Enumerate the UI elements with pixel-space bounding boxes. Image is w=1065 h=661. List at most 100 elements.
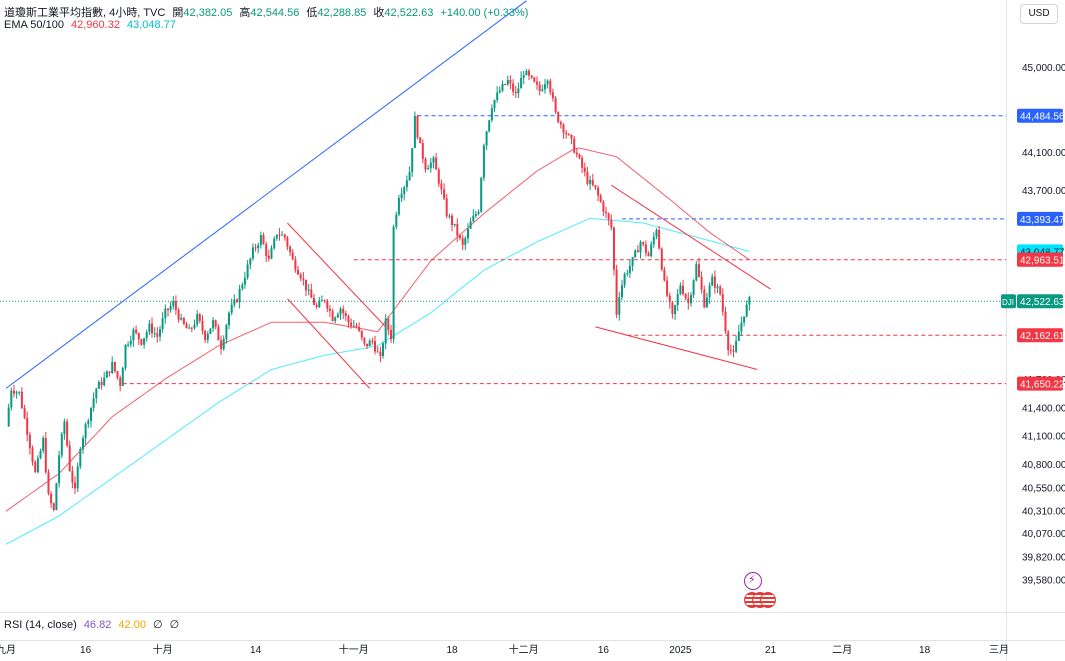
candle-body [108, 371, 111, 373]
trendline-falling-channel-lower[interactable] [287, 298, 371, 389]
candle-body [36, 458, 39, 472]
candle-body [34, 461, 37, 472]
candle-body [358, 327, 361, 331]
candle-body [743, 316, 746, 323]
candle-body [618, 297, 621, 315]
candle-body [132, 329, 135, 341]
candle-body [679, 285, 682, 294]
low-value: 42,288.85 [317, 7, 367, 19]
candle-body [528, 70, 530, 76]
currency-button[interactable]: USD [1020, 4, 1058, 24]
level-tag-bg [1017, 108, 1063, 123]
candle-body [610, 219, 613, 228]
horizontal-levels [0, 115, 1006, 385]
time-tick-label: 14 [250, 645, 262, 656]
price-tag-bg [1017, 252, 1063, 267]
lightning-icon[interactable] [744, 572, 762, 590]
candle-body [92, 398, 95, 408]
candle-body [594, 185, 597, 188]
candle-body [79, 449, 82, 467]
candle-body [591, 179, 594, 186]
candle-body [727, 331, 730, 350]
symbol-tag-bg [1001, 294, 1016, 309]
candle-body [382, 343, 384, 356]
time-tick-label: 十一月 [339, 643, 369, 656]
flag-icon [760, 592, 776, 608]
candle-body [647, 253, 650, 257]
candle-body [320, 300, 323, 302]
candle-body [448, 215, 451, 217]
trendline-wedge-upper[interactable] [611, 184, 771, 290]
ema-label[interactable]: EMA 50/100 [4, 19, 64, 31]
trendlines[interactable] [5, 0, 771, 389]
trendline-wedge-lower[interactable] [595, 326, 758, 370]
candle-body [105, 371, 108, 378]
candle-body [737, 331, 740, 341]
candle-body [597, 187, 600, 196]
close-label: 收 [373, 7, 385, 19]
candle-body [7, 407, 10, 427]
candle-body [90, 407, 92, 421]
trendline-ascending-support[interactable] [5, 0, 527, 389]
price-tick-label: 44,100.00 [1022, 148, 1065, 159]
candle-body [496, 92, 499, 100]
candle-body [119, 377, 122, 386]
candle-body [586, 171, 589, 184]
symbol-tag: DJI [1002, 298, 1014, 307]
level-tag-bg [1017, 328, 1063, 343]
candle-body [660, 248, 663, 270]
candle-body [326, 300, 329, 309]
candle-body [464, 238, 467, 245]
candle-body [567, 134, 570, 136]
price-tag: 42,963.51 [1020, 256, 1065, 267]
candle-body [384, 318, 387, 344]
candle-body [490, 108, 493, 121]
price-axis[interactable]: 45,000.0044,100.0043,700.0041,700.0041,4… [1022, 63, 1065, 586]
candle-body [251, 247, 254, 259]
candle-body [668, 295, 671, 303]
candle-body [323, 300, 326, 302]
candle-body [190, 327, 193, 329]
candle-body [642, 242, 645, 245]
candle-body [182, 318, 185, 324]
candle-body [137, 333, 140, 340]
candle-body [156, 333, 159, 337]
candle-body [68, 445, 71, 471]
candle-body [315, 304, 318, 307]
candle-body [525, 70, 528, 76]
time-tick-label: 18 [446, 645, 458, 656]
candle-body [488, 120, 491, 132]
candle-body [161, 318, 164, 330]
candle-body [23, 408, 26, 418]
candle-body [262, 235, 265, 245]
flag-events-icon[interactable] [744, 592, 776, 608]
candle-body [419, 137, 422, 144]
candle-body [193, 324, 196, 328]
trendline-falling-channel-upper[interactable] [287, 222, 387, 328]
candle-body [18, 391, 21, 393]
price-tick-label: 39,580.00 [1022, 575, 1065, 586]
candle-body [700, 276, 703, 290]
candle-body [482, 145, 485, 178]
candle-body [581, 157, 584, 168]
candle-body [148, 323, 151, 333]
candle-body [674, 305, 677, 314]
candle-body [607, 213, 610, 220]
time-axis[interactable]: 九月 16 十月 14 十一月 18 十二月 16 2025 21 二月 18 三月 [0, 643, 1009, 656]
candle-body [342, 308, 345, 314]
candle-body [541, 89, 544, 91]
level-tag: 42,162.61 [1020, 331, 1065, 342]
candle-body [355, 325, 358, 327]
candle-body [549, 80, 552, 93]
candle-body [283, 234, 286, 238]
candle-body [644, 244, 647, 254]
rsi-label[interactable]: RSI (14, close) [4, 619, 77, 631]
symbol-title[interactable]: 道瓊斯工業平均指數, 4小時, TVC [4, 7, 166, 19]
candle-body [273, 238, 276, 249]
candle-body [698, 264, 700, 277]
price-tick-label: 40,550.00 [1022, 484, 1065, 495]
candle-body [116, 371, 119, 378]
candle-body [58, 455, 61, 484]
